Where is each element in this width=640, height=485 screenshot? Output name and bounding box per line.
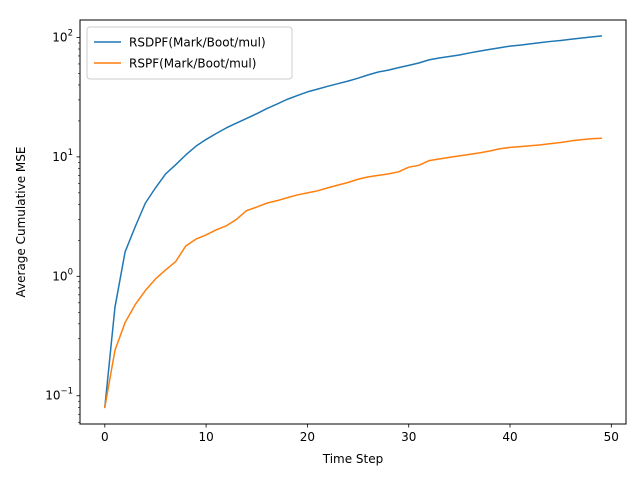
legend: RSDPF(Mark/Boot/mul) RSPF(Mark/Boot/mul) (86, 26, 293, 80)
series-line-0 (103, 35, 603, 409)
legend-box (86, 26, 293, 80)
y-axis: 10−1 100 101 102 (45, 28, 80, 423)
x-axis: 0 10 20 30 40 50 (101, 424, 619, 444)
x-tick-label: 50 (604, 430, 619, 444)
x-tick-label: 30 (401, 430, 416, 444)
x-tick-label: 10 (198, 430, 213, 444)
x-tick-label: 40 (502, 430, 517, 444)
legend-label: RSDPF(Mark/Boot/mul) (129, 36, 266, 50)
plot-frame (79, 19, 627, 425)
x-axis-label: Time Step (322, 452, 384, 466)
y-tick-label: 10−1 (45, 387, 73, 403)
y-tick-label: 101 (52, 148, 73, 164)
y-axis-label: Average Cumulative MSE (14, 147, 28, 298)
y-tick-label: 100 (52, 267, 73, 283)
x-tick-label: 0 (101, 430, 109, 444)
series-line-1 (103, 137, 602, 409)
y-tick-label: 102 (52, 28, 73, 44)
legend-label: RSPF(Mark/Boot/mul) (129, 57, 256, 71)
series-layer (103, 35, 603, 409)
x-tick-label: 20 (300, 430, 315, 444)
